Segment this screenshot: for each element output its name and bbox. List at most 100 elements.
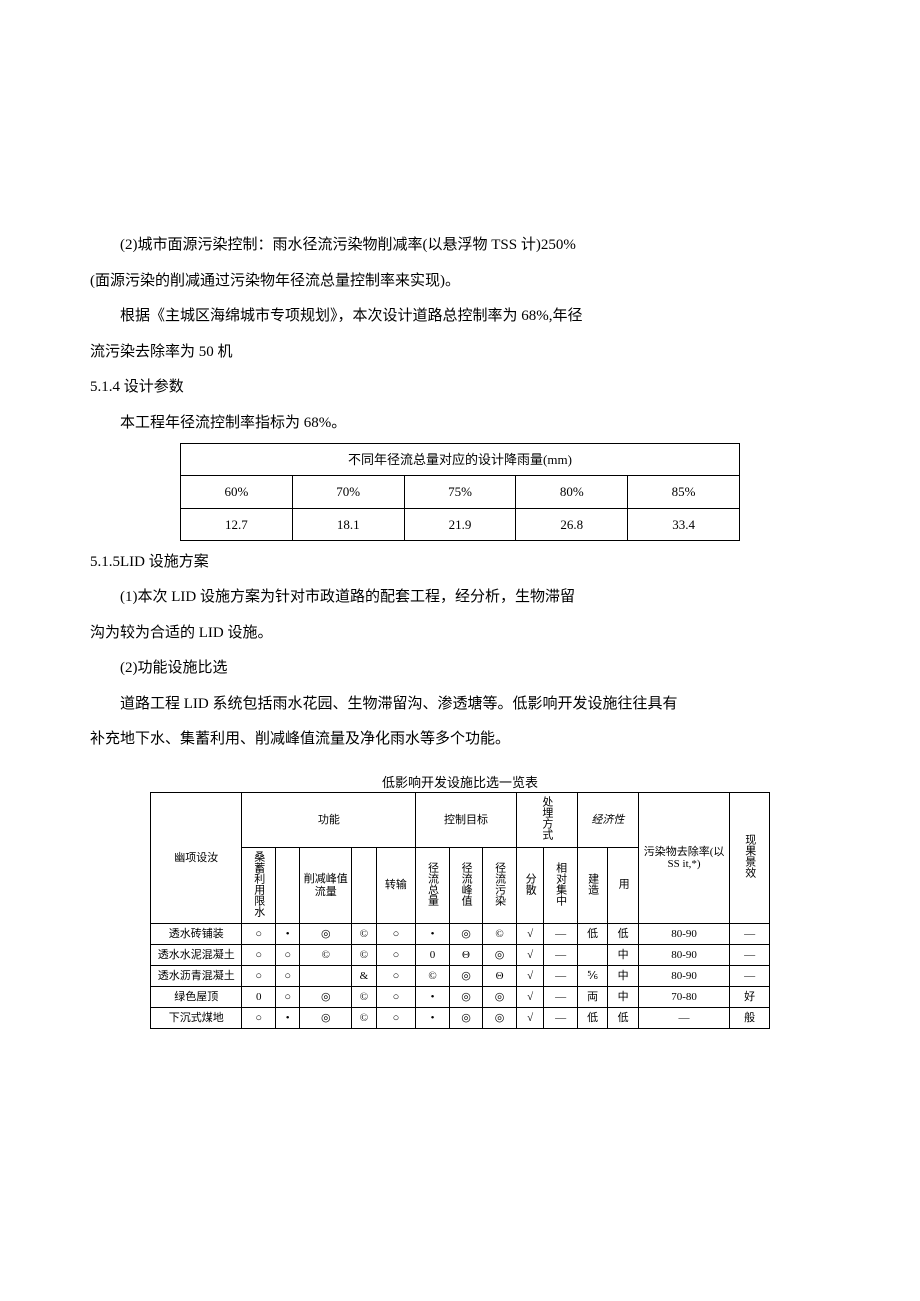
table2-cell: 70-80	[638, 987, 729, 1008]
table2-cell: √	[516, 924, 543, 945]
table2-cell: 般	[730, 1008, 770, 1029]
table2-subhead: 桑蓄利用限水	[242, 847, 276, 924]
table2-cell: —	[544, 924, 578, 945]
table1-header-cell: 80%	[516, 476, 628, 508]
table2-cell: ○	[242, 945, 276, 966]
table1-cell: 33.4	[628, 508, 740, 540]
table2-cell: —	[730, 924, 770, 945]
table2-header-target: 控制目标	[416, 793, 517, 848]
table2-cell: &	[352, 966, 376, 987]
table2-cell: —	[638, 1008, 729, 1029]
table2-cell: •	[416, 1008, 450, 1029]
table1-value-row: 12.7 18.1 21.9 26.8 33.4	[181, 508, 740, 540]
table1-cell: 21.9	[404, 508, 516, 540]
paragraph: 流污染去除率为 50 机	[90, 337, 830, 369]
table2-cell: 低	[577, 1008, 607, 1029]
table2-cell: ©	[483, 924, 517, 945]
table2-subhead	[352, 847, 376, 924]
table2-row: 透水砖铺装○•◎©○•◎©√—低低80-90—	[151, 924, 770, 945]
table2-cell: 透水砖铺装	[151, 924, 242, 945]
table2-cell: ○	[242, 966, 276, 987]
table2-cell: 80-90	[638, 945, 729, 966]
paragraph: 本工程年径流控制率指标为 68%。	[90, 408, 830, 440]
table1-container: 不同年径流总量对应的设计降雨量(mm) 60% 70% 75% 80% 85% …	[180, 443, 740, 541]
table2-row: 透水水泥混凝土○○©©○0Θ◎√—中80-90—	[151, 945, 770, 966]
paragraph: (1)本次 LID 设施方案为针对市政道路的配套工程，经分析，生物滞留	[90, 582, 830, 614]
section-heading: 5.1.4 设计参数	[90, 372, 830, 404]
table2-cell: ◎	[449, 924, 483, 945]
paragraph: 道路工程 LID 系统包括雨水花园、生物滞留沟、渗透塘等。低影响开发设施往往具有	[90, 689, 830, 721]
table2-subhead: 分散	[516, 847, 543, 924]
table2-cell: —	[544, 945, 578, 966]
table2-cell: 0	[242, 987, 276, 1008]
table2-row: 绿色屋顶0○◎©○•◎◎√—両中70-80好	[151, 987, 770, 1008]
table2-cell: ©	[352, 1008, 376, 1029]
table2-caption: 低影响开发设施比选一览表	[90, 774, 830, 792]
table2-cell: 透水沥青混凝土	[151, 966, 242, 987]
paragraph: 补充地下水、集蓄利用、削减峰值流量及净化雨水等多个功能。	[90, 724, 830, 756]
table2-row: 透水沥青混凝土○○&○©◎Θ√—⅚中80-90—	[151, 966, 770, 987]
document-page: (2)城市面源污染控制：雨水径流污染物削减率(以悬浮物 TSS 计)250% (…	[0, 0, 920, 1029]
table2-cell: ◎	[300, 924, 352, 945]
table2-subhead: 建造	[577, 847, 607, 924]
table2-cell: —	[730, 966, 770, 987]
table2-cell: √	[516, 966, 543, 987]
table2-cell: ©	[352, 987, 376, 1008]
table2-cell: 0	[416, 945, 450, 966]
table2-subhead: 径流峰值	[449, 847, 483, 924]
table2-subhead: 相对集中	[544, 847, 578, 924]
table2-cell: ©	[416, 966, 450, 987]
table2-cell: •	[416, 924, 450, 945]
table2-header-row1: 幽项设汝 功能 控制目标 处埋方式 经济性 污染物去除率(以 SS it,*) …	[151, 793, 770, 848]
paragraph: (2)功能设施比选	[90, 653, 830, 685]
table2-cell: ○	[376, 966, 416, 987]
table1-caption: 不同年径流总量对应的设计降雨量(mm)	[181, 444, 740, 476]
section-heading: 5.1.5LID 设施方案	[90, 547, 830, 579]
table2-cell: —	[544, 1008, 578, 1029]
table2-header-pollutant: 污染物去除率(以 SS it,*)	[638, 793, 729, 924]
table2-container: 幽项设汝 功能 控制目标 处埋方式 经济性 污染物去除率(以 SS it,*) …	[150, 792, 770, 1029]
table2-cell: ◎	[449, 1008, 483, 1029]
paragraph: (面源污染的削减通过污染物年径流总量控制率来实现)。	[90, 266, 830, 298]
table2-cell: Θ	[483, 966, 517, 987]
table2-cell: ○	[276, 966, 300, 987]
table1-header-cell: 85%	[628, 476, 740, 508]
table2-cell: ○	[242, 924, 276, 945]
table2-cell: ◎	[483, 987, 517, 1008]
table2-cell: 透水水泥混凝土	[151, 945, 242, 966]
table1-header-cell: 70%	[292, 476, 404, 508]
paragraph: 根据《主城区海绵城市专项规划》，本次设计道路总控制率为 68%,年径	[90, 301, 830, 333]
table2-cell: ◎	[483, 945, 517, 966]
table2-cell: —	[730, 945, 770, 966]
table1-header-cell: 60%	[181, 476, 293, 508]
table2-cell: ○	[276, 987, 300, 1008]
table2-cell: 好	[730, 987, 770, 1008]
table2-header-items: 幽项设汝	[151, 793, 242, 924]
table1-cell: 26.8	[516, 508, 628, 540]
table2-header-econ: 经济性	[577, 793, 638, 848]
table2-cell: 低	[608, 1008, 638, 1029]
table2-cell: ⅚	[577, 966, 607, 987]
table2-cell: •	[276, 924, 300, 945]
table2-cell: Θ	[449, 945, 483, 966]
table2-subhead: 转输	[376, 847, 416, 924]
table2-subhead: 削减峰值流量	[300, 847, 352, 924]
table2-cell: 下沉式煤地	[151, 1008, 242, 1029]
table2-cell: 低	[608, 924, 638, 945]
table2-cell: ○	[376, 924, 416, 945]
table2-cell: 80-90	[638, 924, 729, 945]
table2-cell: ○	[276, 945, 300, 966]
table2-cell	[577, 945, 607, 966]
table2-header-effect: 现果景效	[730, 793, 770, 924]
table2-cell: —	[544, 987, 578, 1008]
table1-header-row: 60% 70% 75% 80% 85%	[181, 476, 740, 508]
table2-cell: ◎	[449, 966, 483, 987]
table2-cell: √	[516, 945, 543, 966]
table2-subhead	[276, 847, 300, 924]
paragraph: (2)城市面源污染控制：雨水径流污染物削减率(以悬浮物 TSS 计)250%	[90, 230, 830, 262]
table2-header-func: 功能	[242, 793, 416, 848]
lid-comparison-table: 幽项设汝 功能 控制目标 处埋方式 经济性 污染物去除率(以 SS it,*) …	[150, 792, 770, 1029]
table2-cell: ◎	[300, 987, 352, 1008]
table2-cell: 中	[608, 945, 638, 966]
table2-cell: •	[416, 987, 450, 1008]
